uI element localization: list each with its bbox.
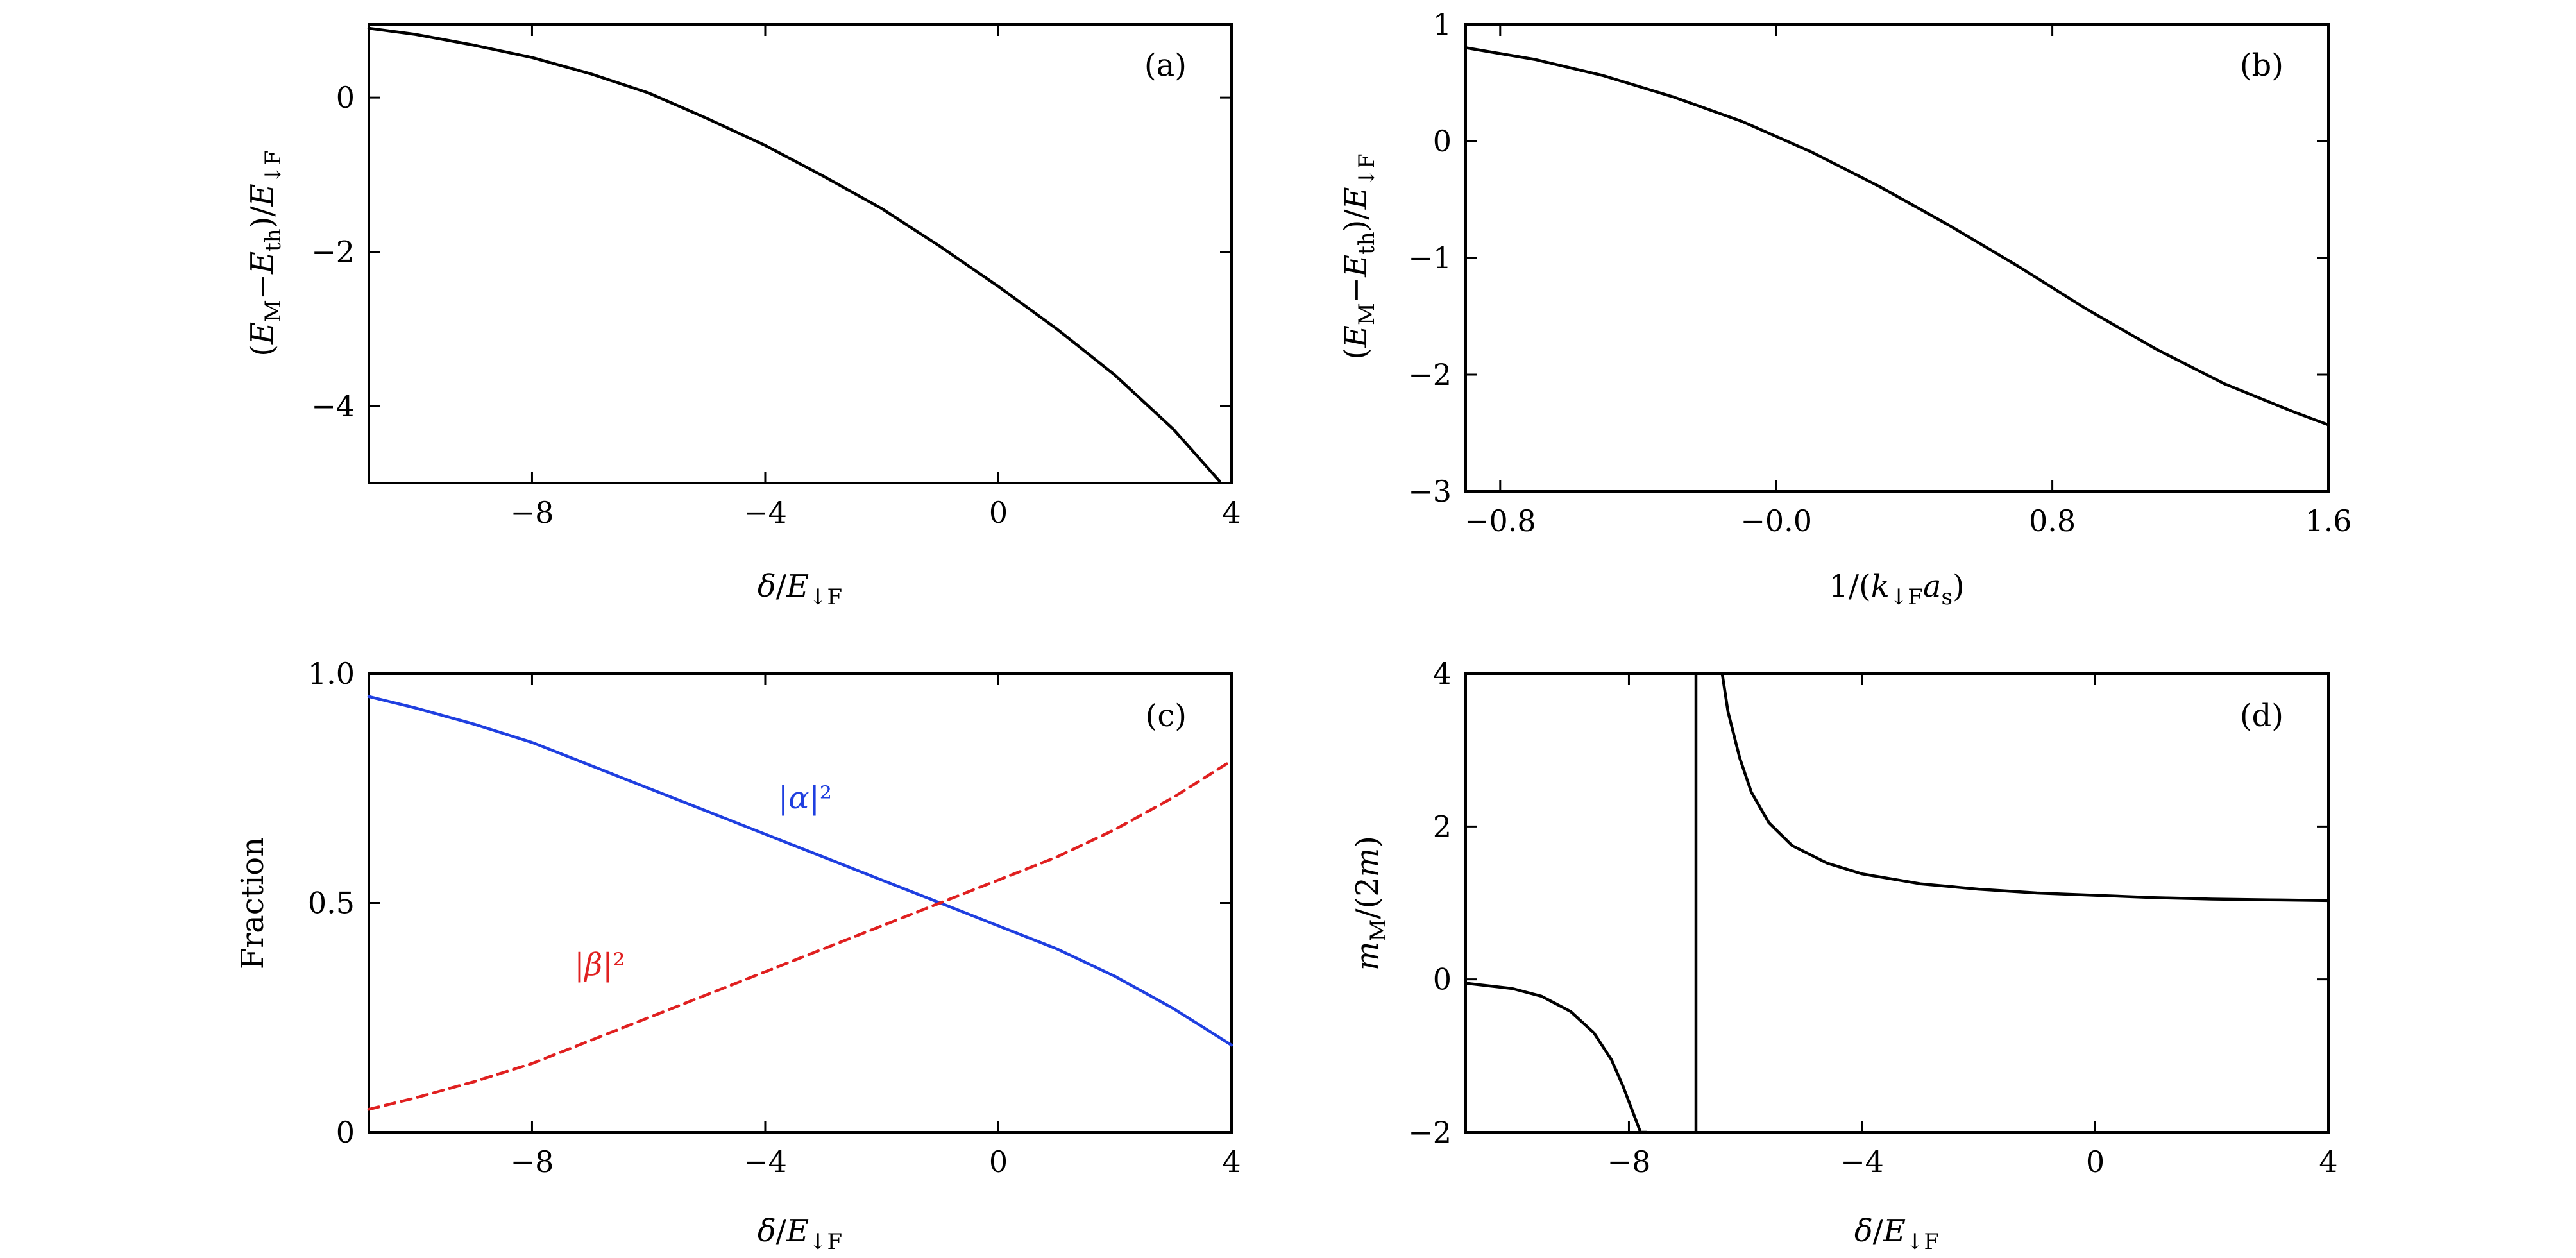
panel-a-ytick-label: −2 (311, 234, 355, 269)
panel-b-frame (1464, 23, 2330, 493)
panel-d-ticks: −8 −4 0 4 4 2 0 −2 (1408, 656, 2337, 1179)
panel-c-alpha-label: |α|² (778, 780, 832, 816)
panel-c-ytick-label: 1.0 (308, 656, 355, 691)
panel-d-series-line (1720, 672, 2330, 903)
panel-d-series-line (1464, 982, 1648, 1134)
panel-d-xlabel: δ/E↓F (1854, 1213, 1939, 1255)
panel-d: −8 −4 0 4 4 2 0 −2 (d) δ/E↓F mM/(2m) (1350, 656, 2338, 1255)
panel-d-ytick-label: 2 (1433, 809, 1452, 844)
panel-b-series-line (1464, 46, 2330, 427)
panel-d-curves (1464, 672, 2330, 1134)
panel-a-xtick-label: −4 (743, 495, 787, 530)
panel-b-ylabel: (EM−Eth)/E↓F (1338, 153, 1380, 359)
panel-a-curves (367, 26, 1222, 483)
panel-c-frame (368, 672, 1233, 1134)
panel-c-xlabel: δ/E↓F (758, 1213, 842, 1255)
panel-b-ytick-label: −1 (1408, 241, 1452, 275)
panel-a: −8 −4 0 4 0 −2 −4 (a) δ/E↓F (EM−Eth)/E↓F (244, 23, 1241, 610)
panel-c-xtick-label: 0 (989, 1144, 1008, 1179)
panel-a-ylabel: (EM−Eth)/E↓F (244, 150, 286, 356)
panel-a-series-line (367, 26, 1222, 483)
panel-d-xtick-label: −8 (1607, 1144, 1651, 1179)
panel-c-xtick-label: −8 (511, 1144, 554, 1179)
panel-a-ticks: −8 −4 0 4 0 −2 −4 (311, 24, 1241, 530)
panel-c-xtick-label: 4 (1222, 1144, 1241, 1179)
panel-b-xtick-label: 1.6 (2305, 504, 2351, 538)
panel-c-series-line (367, 759, 1233, 1111)
panel-d-xtick-label: 4 (2319, 1144, 2337, 1179)
panel-c-ytick-label: 0.5 (308, 886, 355, 921)
panel-c-ticks: −8 −4 0 4 1.0 0.5 0 (308, 656, 1241, 1179)
panel-c-ytick-label: 0 (336, 1115, 355, 1150)
panel-b-xtick-label: −0.0 (1740, 504, 1812, 538)
panel-a-xtick-label: 0 (989, 495, 1008, 530)
panel-c-curves (367, 695, 1233, 1111)
panel-d-ytick-label: −2 (1408, 1115, 1452, 1150)
panel-c-series-line (367, 695, 1233, 1047)
panel-d-xtick-label: −4 (1840, 1144, 1884, 1179)
panel-b-xtick-label: −0.8 (1464, 504, 1536, 538)
panel-c-beta-label: |β|² (574, 947, 625, 983)
panel-d-frame (1464, 672, 2330, 1134)
panel-a-frame (368, 23, 1233, 484)
panel-b-ytick-label: 1 (1433, 7, 1452, 42)
panel-c: −8 −4 0 4 1.0 0.5 0 (c) |α|² |β|² δ/E↓F Fracti… (235, 656, 1241, 1255)
panel-a-label: (a) (1144, 47, 1187, 83)
panel-b-xtick-label: 0.8 (2029, 504, 2076, 538)
panel-b-ticks: −0.8 −0.0 0.8 1.6 1 0 −1 −2 −3 (1408, 7, 2351, 538)
panel-c-label: (c) (1146, 698, 1187, 734)
panel-a-ytick-label: 0 (336, 80, 355, 115)
panel-c-xtick-label: −4 (743, 1144, 787, 1179)
panel-b-ytick-label: −3 (1408, 474, 1452, 509)
panel-c-ylabel: Fraction (235, 837, 271, 969)
panel-a-xtick-label: −8 (511, 495, 554, 530)
panel-a-xlabel: δ/E↓F (758, 568, 842, 610)
panel-b-xlabel: 1/(k↓Fas) (1829, 568, 1964, 610)
panel-a-xtick-label: 4 (1222, 495, 1241, 530)
panel-b-curves (1464, 46, 2330, 427)
panel-b-label: (b) (2240, 47, 2284, 83)
panel-b-ytick-label: 0 (1433, 124, 1452, 158)
panel-d-ytick-label: 0 (1433, 962, 1452, 997)
panel-a-ytick-label: −4 (311, 389, 355, 423)
panel-d-label: (d) (2240, 698, 2284, 734)
panel-b-ytick-label: −2 (1408, 357, 1452, 392)
panel-d-xtick-label: 0 (2086, 1144, 2105, 1179)
panel-d-ytick-label: 4 (1433, 656, 1452, 691)
panel-d-ylabel: mM/(2m) (1350, 836, 1391, 971)
panel-b: −0.8 −0.0 0.8 1.6 1 0 −1 −2 −3 (b) 1/(k↓Fas) (EM… (1338, 7, 2352, 610)
